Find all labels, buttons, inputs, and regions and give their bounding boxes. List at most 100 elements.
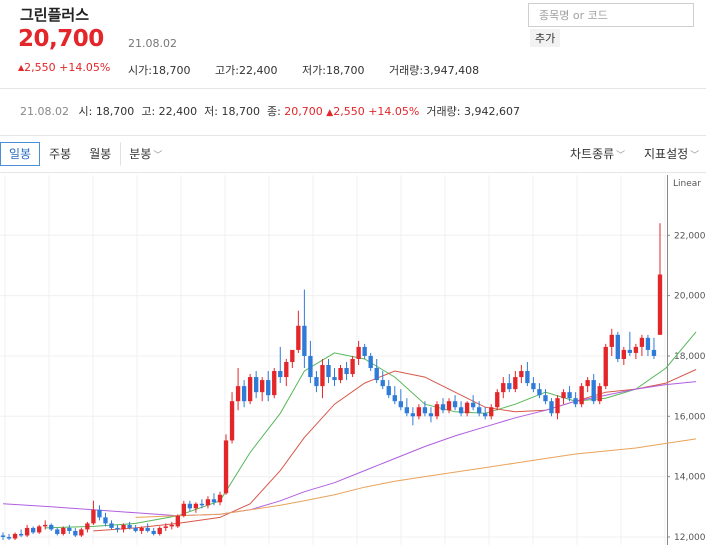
candle-body[interactable] xyxy=(657,274,663,335)
candle-body[interactable] xyxy=(181,503,187,516)
candle-body[interactable] xyxy=(603,346,608,387)
candle-body[interactable] xyxy=(55,529,60,534)
search-box[interactable] xyxy=(528,3,694,27)
candle-body[interactable] xyxy=(555,398,560,414)
candle-body[interactable] xyxy=(513,377,518,390)
candle-body[interactable] xyxy=(241,386,247,402)
candle-body[interactable] xyxy=(651,349,657,356)
candle-body[interactable] xyxy=(537,389,542,396)
candle-body[interactable] xyxy=(362,346,367,356)
candle-body[interactable] xyxy=(428,413,434,417)
candle-body[interactable] xyxy=(6,536,12,539)
candle-body[interactable] xyxy=(645,337,651,350)
candle-body[interactable] xyxy=(235,386,241,402)
candle-body[interactable] xyxy=(187,503,193,509)
candle-body[interactable] xyxy=(398,401,403,408)
candle-body[interactable] xyxy=(633,346,639,353)
candle-body[interactable] xyxy=(139,527,144,531)
candle-body[interactable] xyxy=(290,349,295,362)
candle-body[interactable] xyxy=(91,509,96,524)
candle-body[interactable] xyxy=(446,401,452,411)
candle-body[interactable] xyxy=(73,530,78,536)
search-input[interactable] xyxy=(529,4,693,27)
candle-body[interactable] xyxy=(332,377,337,381)
candle-body[interactable] xyxy=(296,325,301,350)
candle-body[interactable] xyxy=(440,404,446,411)
candle-body[interactable] xyxy=(85,523,90,530)
candle-body[interactable] xyxy=(133,527,138,531)
candle-body[interactable] xyxy=(211,499,217,503)
candle-body[interactable] xyxy=(145,527,150,531)
scale-label[interactable]: Linear xyxy=(673,179,701,189)
candle-body[interactable] xyxy=(495,392,500,408)
candle-body[interactable] xyxy=(639,337,645,347)
candle-body[interactable] xyxy=(609,334,614,347)
candle-body[interactable] xyxy=(308,355,313,378)
candle-body[interactable] xyxy=(344,368,349,375)
candle-body[interactable] xyxy=(175,515,180,527)
candle-body[interactable] xyxy=(229,401,235,441)
add-button[interactable]: 추가 xyxy=(530,29,561,47)
candle-body[interactable] xyxy=(452,401,458,408)
candle-body[interactable] xyxy=(247,377,253,402)
candle-body[interactable] xyxy=(169,524,174,527)
candle-body[interactable] xyxy=(374,368,379,381)
candle-body[interactable] xyxy=(272,371,277,396)
candle-body[interactable] xyxy=(507,383,512,390)
candle-body[interactable] xyxy=(43,524,48,527)
candle-body[interactable] xyxy=(278,371,283,378)
candle-body[interactable] xyxy=(115,527,120,530)
candle-body[interactable] xyxy=(30,527,36,533)
candle-body[interactable] xyxy=(103,517,108,524)
candle-body[interactable] xyxy=(151,530,156,534)
candle-body[interactable] xyxy=(525,371,530,384)
candle-body[interactable] xyxy=(320,365,325,387)
candle-body[interactable] xyxy=(591,380,596,402)
candle-body[interactable] xyxy=(61,527,66,534)
candle-body[interactable] xyxy=(253,377,259,393)
candle-body[interactable] xyxy=(404,407,410,414)
candle-body[interactable] xyxy=(97,509,102,518)
candle-body[interactable] xyxy=(627,349,633,353)
candle-body[interactable] xyxy=(302,325,307,356)
candle-body[interactable] xyxy=(18,533,24,536)
candle-body[interactable] xyxy=(121,524,126,530)
candle-body[interactable] xyxy=(338,368,343,381)
candle-body[interactable] xyxy=(356,346,361,359)
tab-weekly[interactable]: 주봉 xyxy=(49,147,72,161)
candle-body[interactable] xyxy=(410,413,416,417)
candlestick-chart[interactable]: Linear 12,000 14,000 16,000 18,000 20,000 22,0… xyxy=(0,175,706,545)
candle-body[interactable] xyxy=(217,494,223,503)
candle-body[interactable] xyxy=(79,529,84,536)
candle-body[interactable] xyxy=(561,392,566,399)
indicator-dropdown[interactable]: 지표설정 ﹀ xyxy=(644,145,699,162)
candle-body[interactable] xyxy=(579,386,584,405)
candle-body[interactable] xyxy=(12,533,18,539)
candle-body[interactable] xyxy=(109,523,114,528)
candle-body[interactable] xyxy=(458,407,464,414)
candle-body[interactable] xyxy=(621,349,626,359)
candle-body[interactable] xyxy=(543,395,548,402)
candle-body[interactable] xyxy=(326,365,331,378)
candle-body[interactable] xyxy=(205,499,211,506)
candle-body[interactable] xyxy=(223,440,229,494)
candle-body[interactable] xyxy=(37,526,42,533)
candle-body[interactable] xyxy=(0,535,6,537)
candle-body[interactable] xyxy=(368,355,373,369)
candle-body[interactable] xyxy=(615,334,620,359)
candle-body[interactable] xyxy=(24,527,30,536)
candle-body[interactable] xyxy=(199,503,205,506)
candle-body[interactable] xyxy=(314,377,319,387)
candle-body[interactable] xyxy=(392,395,397,402)
candle-body[interactable] xyxy=(416,407,422,417)
candle-body[interactable] xyxy=(422,407,428,414)
candle-body[interactable] xyxy=(476,407,482,414)
chart-type-dropdown[interactable]: 차트종류 ﹀ xyxy=(570,145,625,162)
candle-body[interactable] xyxy=(549,401,554,414)
candle-body[interactable] xyxy=(193,503,199,509)
candle-body[interactable] xyxy=(470,402,476,408)
candle-body[interactable] xyxy=(163,526,168,528)
candle-body[interactable] xyxy=(585,380,590,387)
candle-body[interactable] xyxy=(49,524,54,530)
candle-body[interactable] xyxy=(386,386,391,396)
